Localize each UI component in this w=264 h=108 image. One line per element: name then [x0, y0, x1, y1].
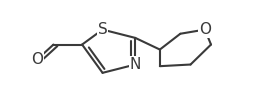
Text: N: N	[130, 57, 141, 72]
Text: O: O	[31, 52, 43, 67]
Text: O: O	[199, 22, 211, 37]
Text: S: S	[98, 22, 107, 37]
